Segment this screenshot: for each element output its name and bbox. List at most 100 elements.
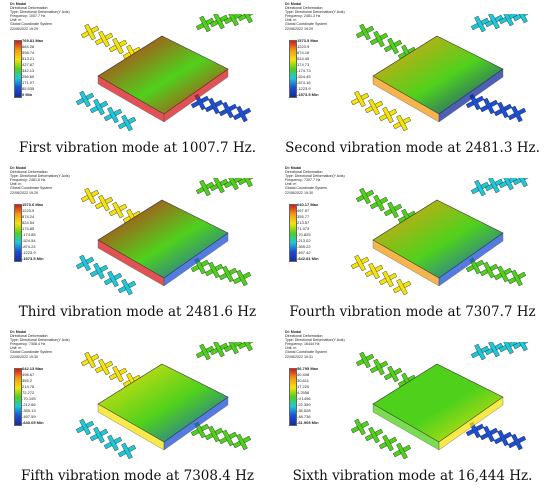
info-line: Type: Directional Deformation(Y Axis) <box>285 338 345 343</box>
info-line: 22/08/2022 19:29 <box>285 26 313 31</box>
legend-value: -35.528 <box>297 408 311 413</box>
spring-arm <box>190 93 252 123</box>
legend-value: 598.74 <box>22 50 35 55</box>
legend-value: 174.73 <box>297 62 310 67</box>
legend-value: -640.05 Min <box>22 420 44 425</box>
legend-value: 642.13 Max <box>22 366 44 371</box>
deformed-structure <box>350 178 532 296</box>
mode-caption: Fifth vibration mode at 7308.4 Hz <box>20 468 255 484</box>
spring-arm <box>465 93 527 123</box>
legend-value: -1223.9 <box>297 86 311 91</box>
mode-caption: Sixth vibration mode at 16,444 Hz. <box>292 468 533 484</box>
spring-arm <box>190 421 252 451</box>
legend-value: 30.611 <box>297 378 309 383</box>
info-line: Directional Deformation <box>10 6 48 11</box>
legend-value: 1573.5 Max <box>297 38 319 43</box>
spring-arm <box>75 90 137 132</box>
info-line: Di: Modal <box>10 166 27 170</box>
mode-caption: Fourth vibration mode at 7307.7 Hz <box>289 304 536 320</box>
info-line: Global Coordinate System <box>10 22 52 27</box>
spring-arm <box>195 342 257 361</box>
info-line: Frequency: 7308.4 Hz <box>10 342 46 347</box>
legend-value: 72.272 <box>22 390 35 395</box>
deformed-structure <box>75 178 257 296</box>
mode-panel: Di: Modal Directional Deformation Type: Di… <box>0 164 275 328</box>
spring-arm <box>80 187 142 226</box>
result-info: Di: Modal Directional Deformation Type: Di… <box>10 2 70 31</box>
legend-value: 427.67 <box>22 62 35 67</box>
mode-panel: Di: Modal Directional Deformation Type: Di… <box>275 164 550 328</box>
legend-value: 769.81 Max <box>22 38 44 43</box>
legend-value: 684.28 <box>22 44 35 49</box>
deformed-structure <box>350 342 532 460</box>
info-line: Unit: m <box>10 182 22 187</box>
spring-arm <box>355 23 417 62</box>
legend-value: -874.24 <box>22 244 36 249</box>
info-line: Global Coordinate System <box>285 22 327 27</box>
deformed-structure <box>350 14 532 132</box>
legend-value: -874.16 <box>297 80 311 85</box>
legend-value: 524.45 <box>297 56 310 61</box>
legend-value: 213.57 <box>297 220 310 225</box>
spring-arm <box>470 14 532 33</box>
legend-value: 342.13 <box>22 68 35 73</box>
info-line: Frequency: 1007.7 Hz <box>10 14 46 19</box>
legend-value: 0 Min <box>22 92 33 97</box>
info-line: 22/08/2022 19:30 <box>285 190 313 195</box>
plate-side <box>163 68 229 123</box>
mode-caption: Third vibration mode at 2481.6 Hz <box>18 304 257 320</box>
spring-arm <box>470 342 532 361</box>
legend-value: 640.17 Max <box>297 202 319 207</box>
info-line: 22/08/2022 19:29 <box>10 26 38 31</box>
legend-value: 1223.9 <box>297 44 310 49</box>
info-line: Frequency: 7307.7 Hz <box>285 178 321 183</box>
legend-value: -213.02 <box>297 238 311 243</box>
legend-color-bar <box>289 368 297 426</box>
legend-value: 214.76 <box>22 384 35 389</box>
info-line: Directional Deformation <box>285 170 323 175</box>
legend-value: 874.16 <box>297 50 310 55</box>
legend-value: -497.42 <box>297 250 311 255</box>
spring-arm <box>465 257 527 287</box>
spring-arm <box>75 418 137 460</box>
info-line: Global Coordinate System <box>285 186 327 191</box>
legend-value: -70.195 <box>22 396 36 401</box>
spring-arm <box>80 351 142 390</box>
info-line: Global Coordinate System <box>10 350 52 355</box>
mode-panel: Di: Modal Directional Deformation Type: Di… <box>0 328 275 492</box>
legend-value: 497.97 <box>297 208 310 213</box>
info-line: Di: Modal <box>10 330 27 334</box>
info-line: 22/08/2022 19:29 <box>10 190 38 195</box>
info-line: Di: Modal <box>285 2 302 6</box>
legend-value: -524.45 <box>297 74 311 79</box>
plate-side <box>163 396 229 451</box>
legend-value: -1223.9 <box>22 250 36 255</box>
legend-value: -61.905 Min <box>297 420 319 425</box>
legend-value: -497.59 <box>22 414 36 419</box>
legend-value: 355.77 <box>297 214 310 219</box>
legend-value: 71.373 <box>297 226 310 231</box>
legend-value: -48.736 <box>297 414 311 419</box>
result-info: Di: Modal Directional Deformation Type: Di… <box>285 166 345 195</box>
info-line: Directional Deformation <box>10 334 48 339</box>
info-line: Unit: m <box>285 182 297 187</box>
info-line: Type: Directional Deformation(Y Axis) <box>10 338 70 343</box>
legend-color-bar <box>14 368 22 426</box>
result-info: Di: Modal Directional Deformation Type: Di… <box>285 2 345 31</box>
info-line: Global Coordinate System <box>10 186 52 191</box>
info-line: Frequency: 16444 Hz <box>285 342 320 347</box>
spring-arm <box>470 178 532 197</box>
mode-caption: Second vibration mode at 2481.3 Hz. <box>285 140 540 156</box>
legend-value: 171.07 <box>22 80 35 85</box>
info-line: Global Coordinate System <box>285 350 327 355</box>
info-line: Type: Directional Deformation(Y Axis) <box>285 10 345 15</box>
info-line: Type: Directional Deformation(Y Axis) <box>285 174 345 179</box>
deformed-structure <box>75 14 257 132</box>
legend-value: -212.66 <box>22 402 36 407</box>
legend-value: 498.67 <box>22 372 35 377</box>
legend-value: -9.1496 <box>297 396 311 401</box>
spring-arm <box>195 178 257 197</box>
info-line: Frequency: 2481.3 Hz <box>285 14 321 19</box>
info-line: Frequency: 2481.6 Hz <box>10 178 46 183</box>
mode-caption: First vibration mode at 1007.7 Hz. <box>18 140 257 156</box>
